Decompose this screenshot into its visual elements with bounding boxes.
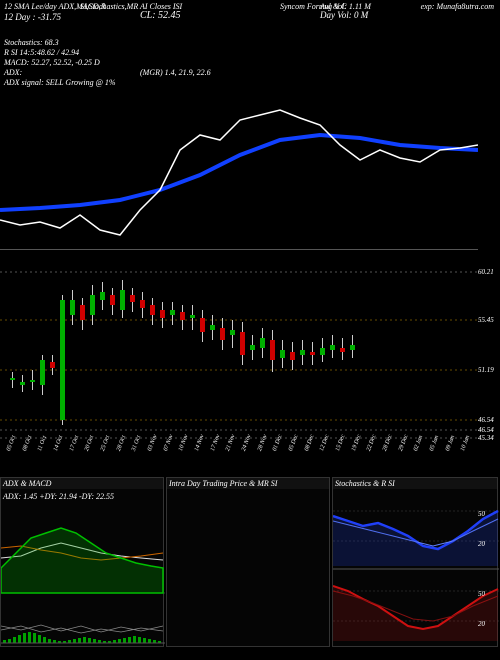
price-level-label: 45.34 — [478, 434, 498, 442]
sub-chart-adx-macd: ADX & MACD ADX: 1.45 +DY: 21.94 -DY: 22.… — [0, 477, 164, 647]
hdr-close: CL: 52.45 — [140, 10, 181, 21]
date-axis: 05 Oct08 Oct11 Oct14 Oct17 Oct20 Oct25 O… — [0, 450, 478, 468]
ind-rsi: R SI 14:5:48.62 / 42.94 — [4, 48, 79, 57]
line-chart — [0, 90, 478, 250]
rsi-tick: 20 — [478, 620, 498, 628]
price-level-label: 46.54 — [478, 426, 498, 434]
hdr-dayvol: Day Vol: 0 M — [320, 10, 368, 20]
sub-chart-intraday: Intra Day Trading Price & MR SI — [166, 477, 330, 647]
stoch-tick: 50 — [478, 510, 498, 518]
price-level-label: 51.19 — [478, 366, 498, 374]
price-level-label: 60.21 — [478, 268, 498, 276]
price-level-label: 46.54 — [478, 416, 498, 424]
sub2-title: Intra Day Trading Price & MR SI — [167, 478, 329, 489]
price-level-label: 55.45 — [478, 316, 498, 324]
hdr-indicator-list-b: SI,Stochastics,MR — [80, 2, 138, 11]
ind-mgr: (MGR) 1.4, 21.9, 22.6 — [140, 68, 211, 77]
hdr-site: exp: Munafa8utra.com — [421, 2, 494, 11]
sub-chart-stochastics: Stochastics & R SI — [332, 477, 498, 647]
ind-stoch: Stochastics: 68.3 — [4, 38, 59, 47]
rsi-tick: 50 — [478, 590, 498, 598]
hdr-12day: 12 Day : -31.75 — [4, 12, 61, 22]
sub1-title: ADX & MACD — [1, 478, 163, 489]
candlestick-chart — [0, 260, 478, 450]
ind-adx: ADX: — [4, 68, 22, 77]
sub3-title: Stochastics & R SI — [333, 478, 497, 489]
ind-macd: MACD: 52.27, 52.52, -0.25 D — [4, 58, 100, 67]
stoch-tick: 20 — [478, 540, 498, 548]
ind-adx-sig: ADX signal: SELL Growing @ 1% — [4, 78, 116, 87]
